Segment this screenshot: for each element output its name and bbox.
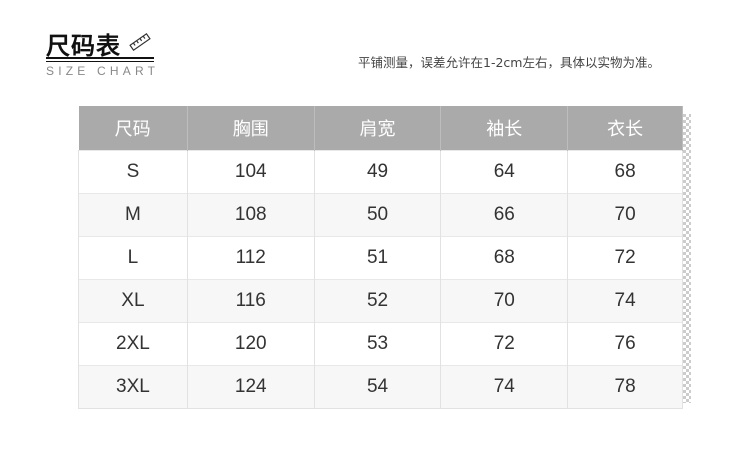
column-header: 尺码 [78,106,188,151]
table-cell: 51 [314,236,442,280]
table-cell: 76 [567,322,683,366]
table-cell: 112 [187,236,315,280]
column-header: 胸围 [187,106,315,151]
table-cell: 49 [314,150,442,194]
table-cell: 74 [567,279,683,323]
table-cell: 66 [440,193,569,237]
table-cell: 116 [187,279,315,323]
table-cell: 70 [440,279,569,323]
table-cell: 3XL [78,365,188,409]
column-header: 衣长 [567,106,683,151]
ruler-icon [129,32,151,52]
table-cell: 52 [314,279,442,323]
table-row: XL 116 52 70 74 [78,279,683,323]
measurement-note: 平铺测量，误差允许在1-2cm左右，具体以实物为准。 [358,55,660,70]
table-cell: 64 [440,150,569,194]
table-cell: 72 [440,322,569,366]
table-cell: 2XL [78,322,188,366]
table-cell: 108 [187,193,315,237]
table-cell: 68 [567,150,683,194]
table-row: L 112 51 68 72 [78,236,683,280]
page-subtitle: SIZE CHART [46,64,160,78]
table-cell: 50 [314,193,442,237]
table-cell: 78 [567,365,683,409]
table-row: M 108 50 66 70 [78,193,683,237]
title-divider-thin [46,61,154,62]
table-cell: 74 [440,365,569,409]
column-header: 肩宽 [314,106,442,151]
table-row: S 104 49 64 68 [78,150,683,194]
table-cell: 124 [187,365,315,409]
table-header-row: 尺码 胸围 肩宽 袖长 衣长 [78,106,683,151]
table-cell: 104 [187,150,315,194]
table-cell: 120 [187,322,315,366]
table-cell: 53 [314,322,442,366]
table-row: 3XL 124 54 74 78 [78,365,683,409]
table-cell: 54 [314,365,442,409]
table-cell: L [78,236,188,280]
title-divider [46,57,154,59]
table-row: 2XL 120 53 72 76 [78,322,683,366]
table-cell: S [78,150,188,194]
table-cell: XL [78,279,188,323]
column-header: 袖长 [440,106,569,151]
page-title: 尺码表 [46,32,121,60]
table-cell: 72 [567,236,683,280]
size-table: 尺码 胸围 肩宽 袖长 衣长 S 104 49 64 68 M 108 50 66 70 L 112 51 68 7… [78,106,683,409]
table-cell: 70 [567,193,683,237]
table-cell: M [78,193,188,237]
table-cell: 68 [440,236,569,280]
